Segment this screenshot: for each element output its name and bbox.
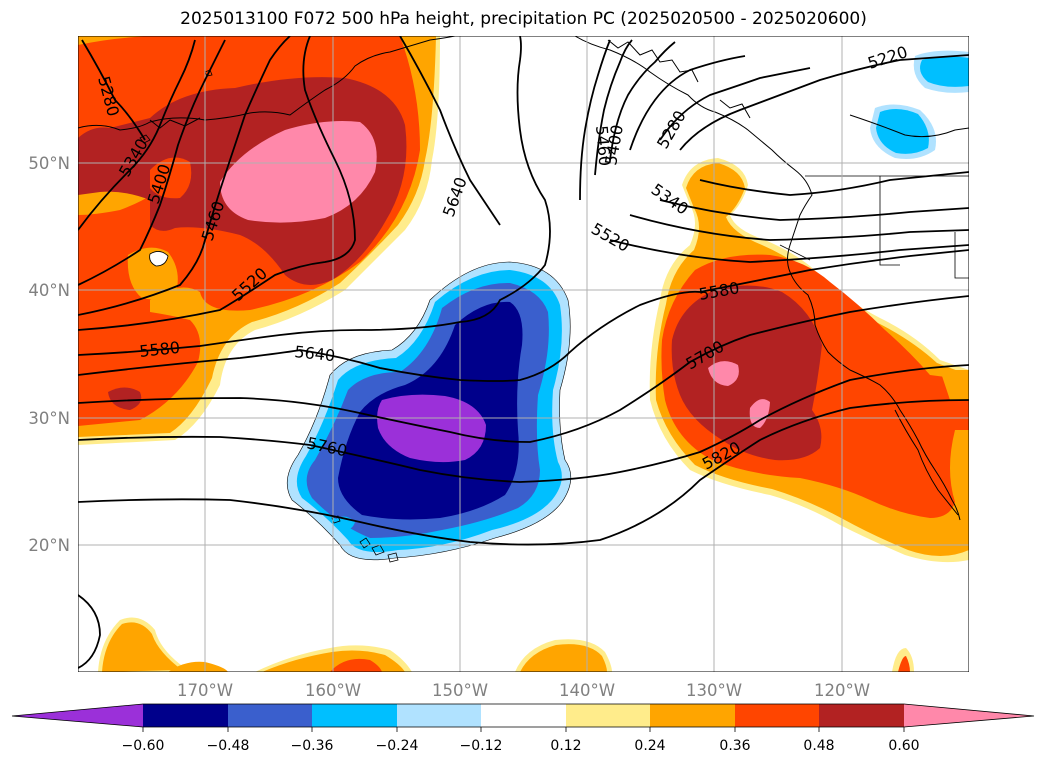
- lon-label-160w: 160°W: [305, 681, 361, 700]
- contour-5640: [78, 249, 969, 382]
- contour-label-5640: 5640: [294, 342, 336, 365]
- contour-5640-north: [399, 36, 501, 226]
- contour-east-1: [699, 171, 969, 196]
- contour-5220: [679, 54, 969, 151]
- contour-east-3: [629, 214, 969, 241]
- contour-5640-west: [78, 594, 101, 669]
- colorbar-segment-9: [819, 704, 904, 727]
- contour-5280: [81, 39, 146, 141]
- contour-5760: [78, 364, 969, 483]
- colorbar-extend-left: [12, 704, 143, 727]
- lon-label-170w: 170°W: [177, 681, 233, 700]
- contour-5520: [78, 36, 356, 331]
- precip-anomaly-central: [286, 261, 572, 561]
- longitude-labels: 170°W 160°W 150°W 140°W 130°W 120°W: [177, 681, 870, 700]
- colorbar-segment-6: [566, 704, 650, 727]
- contour-5700: [78, 295, 969, 443]
- colorbar: −0.60 −0.48 −0.36 −0.24 −0.12 0.12 0.24 …: [11, 703, 1035, 754]
- colorbar-label: −0.60: [122, 738, 165, 754]
- colorbar-ticks: [142, 727, 905, 732]
- lon-label-150w: 150°W: [432, 681, 488, 700]
- colorbar-label: 0.48: [803, 738, 834, 754]
- colorbar-segment-8: [735, 704, 819, 727]
- contour-label-5580: 5580: [138, 338, 180, 361]
- colorbar-label: 0.36: [719, 738, 750, 754]
- lat-label-20n: 20°N: [28, 536, 70, 555]
- colorbar-label: −0.12: [460, 738, 503, 754]
- contour-east-4: [609, 239, 969, 263]
- precip-anomaly-north-small: [870, 50, 969, 159]
- lon-label-130w: 130°W: [686, 681, 742, 700]
- contour-5280b: [659, 67, 811, 141]
- latitude-labels: 50°N 40°N 30°N 20°N: [28, 154, 70, 555]
- map-panel: 5220 5280 5280 5340 5340 5400 5400 5460 …: [78, 36, 969, 672]
- colorbar-segment-4: [397, 704, 481, 727]
- gridlines: [78, 36, 969, 672]
- colorbar-label: −0.36: [291, 738, 334, 754]
- colorbar-label: 0.24: [634, 738, 665, 754]
- contour-5520b: [579, 39, 611, 201]
- colorbar-label: 0.12: [550, 738, 581, 754]
- contour-5400b: [609, 41, 676, 161]
- colorbar-segment-2: [228, 704, 312, 727]
- colorbar-label: −0.24: [376, 738, 419, 754]
- contour-label-5460-east: 5460: [592, 125, 614, 167]
- colorbar-segment-3: [312, 704, 397, 727]
- colorbar-extend-right: [904, 704, 1034, 727]
- contour-5820: [78, 399, 969, 546]
- height-contours: [78, 36, 969, 669]
- colorbar-label: −0.48: [207, 738, 250, 754]
- contour-5400: [78, 39, 226, 286]
- precip-anomaly-south: [98, 617, 914, 672]
- contour-5460b: [594, 39, 633, 176]
- precip-anomaly-northwest: [78, 36, 440, 445]
- contour-east-2: [659, 199, 969, 221]
- contour-5580: [78, 36, 551, 356]
- lon-label-120w: 120°W: [814, 681, 870, 700]
- colorbar-label: 0.60: [888, 738, 919, 754]
- colorbar-segment-7: [650, 704, 735, 727]
- contour-5340b: [629, 55, 746, 151]
- lat-label-50n: 50°N: [28, 154, 70, 173]
- lat-label-40n: 40°N: [28, 281, 70, 300]
- colorbar-segment-5: [481, 704, 566, 727]
- contour-5340: [78, 39, 196, 231]
- contour-5460: [78, 36, 291, 316]
- lon-label-140w: 140°W: [559, 681, 615, 700]
- lat-label-30n: 30°N: [28, 409, 70, 428]
- map-title: 2025013100 F072 500 hPa height, precipit…: [180, 9, 867, 29]
- colorbar-segment-1: [143, 704, 228, 727]
